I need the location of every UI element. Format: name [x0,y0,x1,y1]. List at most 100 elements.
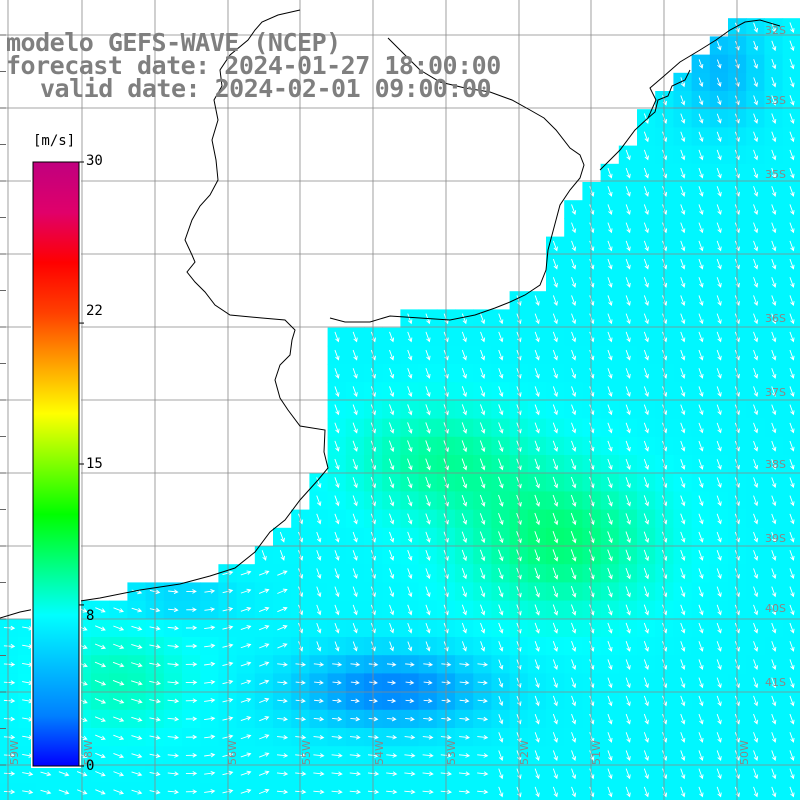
wind-arrow [680,167,686,179]
wind-arrow [643,513,650,525]
wind-arrow [571,240,577,252]
wind-arrow [479,476,486,489]
wind-arrow [240,570,252,576]
wind-arrow [352,386,358,398]
wind-arrow [625,786,631,798]
wind-arrow [753,568,759,580]
wind-arrow [479,513,486,525]
wind-arrow [680,95,686,106]
wind-arrow [185,771,198,776]
wind-arrow [716,459,722,470]
wind-arrow [131,644,143,649]
field-cell [127,782,147,800]
lon-label-58w: 58W [82,740,95,765]
wind-arrow [389,641,394,652]
wind-arrow [480,586,486,598]
wind-arrow [789,713,795,725]
wind-arrow [680,404,686,416]
field-cell [782,600,800,620]
wind-arrow [388,476,395,489]
wind-arrow [753,22,759,33]
wind-arrow [753,531,759,543]
wind-arrow [22,771,34,777]
wind-arrow [698,695,704,707]
wind-arrow [498,732,504,743]
wind-arrow [625,713,631,725]
wind-arrow [680,149,686,161]
wind-arrow [316,495,322,507]
wind-arrow [461,386,467,398]
wind-arrow [131,662,143,668]
wind-arrow [680,440,686,452]
wind-arrow [643,240,649,252]
wind-arrow [240,697,252,703]
wind-arrow [3,698,16,704]
wind-arrow [167,680,180,686]
wind-arrow [789,95,795,106]
field-cell [782,673,800,693]
wind-arrow [425,641,431,652]
wind-arrow [680,513,686,525]
wind-arrow [552,695,558,707]
wind-arrow [771,550,777,561]
wind-arrow [131,607,143,613]
wind-arrow [240,625,252,630]
wind-arrow [498,494,504,507]
wind-arrow [698,313,704,325]
wind-arrow [552,677,558,689]
wind-arrow [3,662,16,667]
wind-arrow [771,713,777,725]
wind-arrow [459,680,470,685]
wind-arrow [316,513,322,525]
wind-arrow [185,643,198,649]
colorbar-tick-0: 0 [86,758,95,774]
wind-arrow [222,625,234,630]
wind-arrow [534,659,540,670]
wind-arrow [461,513,468,525]
wind-arrow [571,349,577,361]
wind-arrow [352,513,358,525]
wind-arrow [316,477,322,489]
wind-arrow [753,331,759,343]
wind-arrow [477,753,489,758]
wind-arrow [405,716,415,722]
wind-arrow [167,625,179,631]
wind-arrow [240,606,252,612]
wind-arrow [407,458,413,471]
wind-arrow [461,313,467,325]
wind-arrow [131,753,143,759]
wind-arrow [279,531,285,543]
wind-arrow [570,586,577,598]
wind-arrow [258,752,270,758]
wind-arrow [607,622,613,634]
wind-arrow [771,622,777,634]
wind-arrow [716,732,722,743]
field-cell [782,163,800,183]
wind-arrow [534,422,540,434]
wind-arrow [350,662,361,667]
field-cell [782,327,800,347]
wind-arrow [240,588,252,594]
wind-arrow [425,586,431,598]
wind-arrow [698,295,704,307]
wind-arrow [789,677,795,689]
wind-arrow [716,149,722,161]
wind-arrow [3,771,16,776]
wind-arrow [334,622,340,634]
wind-arrow [716,77,722,87]
wind-arrow [240,716,252,721]
wind-arrow [698,386,704,398]
wind-arrow [753,513,759,525]
wind-arrow [167,771,179,776]
wind-arrow [258,570,270,576]
wind-arrow [771,40,777,52]
wind-arrow [425,422,431,434]
wind-arrow [404,734,416,740]
wind-arrow [607,549,613,562]
wind-arrow [259,661,270,667]
field-cell [782,564,800,583]
wind-arrow [407,331,413,343]
wind-arrow [167,734,180,740]
wind-arrow [498,476,504,489]
wind-arrow [789,349,795,361]
